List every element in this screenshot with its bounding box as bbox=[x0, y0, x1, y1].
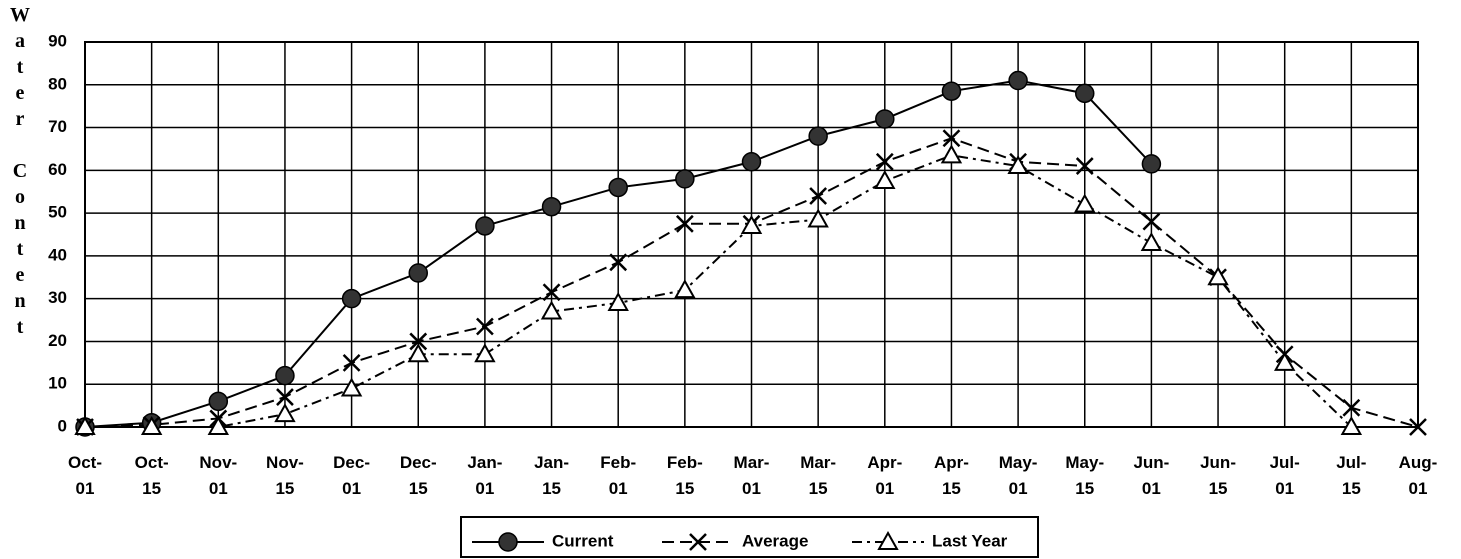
legend: Current Average Last Year bbox=[460, 516, 1039, 558]
marker bbox=[875, 109, 895, 129]
marker bbox=[1142, 212, 1161, 231]
marker bbox=[474, 343, 496, 363]
marker bbox=[1409, 418, 1427, 436]
marker bbox=[740, 214, 763, 234]
marker bbox=[208, 391, 229, 412]
x-tick-label: Dec-15 bbox=[399, 453, 437, 498]
x-tick-label: Dec-01 bbox=[333, 453, 371, 498]
marker bbox=[607, 291, 629, 311]
x-tick-label: Mar-01 bbox=[733, 453, 770, 498]
marker bbox=[140, 415, 163, 435]
y-axis-label: Water Content bbox=[9, 4, 31, 342]
y-tick-label: 60 bbox=[48, 160, 67, 179]
y-tick-label: 50 bbox=[48, 203, 67, 222]
marker bbox=[808, 126, 828, 146]
marker bbox=[276, 388, 294, 406]
marker bbox=[741, 152, 762, 172]
x-tick-label: Jan-15 bbox=[534, 453, 570, 498]
marker bbox=[674, 279, 696, 299]
y-tick-label: 70 bbox=[48, 117, 67, 136]
x-tick-label: May-01 bbox=[998, 453, 1038, 498]
x-tick-label: Jul-01 bbox=[1269, 453, 1300, 498]
y-tick-label: 0 bbox=[58, 416, 67, 435]
x-tick-label: Apr-01 bbox=[867, 453, 903, 498]
marker bbox=[274, 403, 296, 423]
marker bbox=[689, 533, 707, 551]
legend-label: Last Year bbox=[932, 531, 1008, 550]
marker bbox=[609, 253, 628, 272]
marker bbox=[340, 377, 363, 397]
y-tick-label: 20 bbox=[48, 331, 67, 350]
marker bbox=[874, 169, 896, 190]
marker bbox=[408, 263, 428, 283]
marker bbox=[1075, 157, 1094, 175]
marker bbox=[809, 187, 828, 205]
series-line bbox=[85, 154, 1353, 428]
legend-label: Current bbox=[552, 531, 614, 550]
marker bbox=[407, 343, 429, 363]
marker bbox=[1140, 232, 1163, 252]
x-tick-label: Oct-01 bbox=[68, 453, 102, 498]
y-tick-label: 90 bbox=[48, 31, 67, 50]
marker bbox=[475, 216, 495, 236]
marker bbox=[1074, 193, 1096, 213]
marker bbox=[940, 144, 963, 164]
x-tick-label: Feb-15 bbox=[666, 453, 703, 498]
x-tick-label: Nov-15 bbox=[266, 453, 304, 498]
x-tick-label: May-15 bbox=[1065, 453, 1105, 498]
legend-label: Average bbox=[742, 531, 808, 550]
x-tick-label: Jul-15 bbox=[1336, 453, 1367, 498]
marker bbox=[942, 129, 961, 148]
x-tick-label: Jun-15 bbox=[1200, 453, 1236, 498]
plot-frame bbox=[84, 41, 1419, 428]
marker bbox=[675, 169, 695, 189]
marker bbox=[542, 283, 561, 302]
marker bbox=[941, 81, 962, 101]
marker bbox=[540, 300, 563, 320]
x-tick-label: Jan-01 bbox=[467, 453, 503, 498]
marker bbox=[1342, 398, 1361, 417]
y-tick-label: 30 bbox=[48, 288, 67, 307]
marker bbox=[342, 353, 361, 372]
x-tick-label: Feb-01 bbox=[600, 453, 637, 498]
marker bbox=[675, 214, 694, 233]
x-tick-label: Jun-01 bbox=[1133, 453, 1170, 498]
legend-box bbox=[460, 516, 1039, 558]
y-tick-label: 10 bbox=[48, 374, 67, 393]
marker bbox=[1008, 70, 1028, 91]
marker bbox=[877, 530, 899, 550]
marker bbox=[207, 415, 230, 435]
marker bbox=[807, 208, 829, 228]
marker bbox=[341, 288, 362, 309]
marker bbox=[875, 152, 894, 171]
x-tick-label: Aug-01 bbox=[1398, 453, 1438, 498]
marker bbox=[608, 177, 628, 198]
x-tick-label: Nov-01 bbox=[199, 453, 238, 498]
marker bbox=[74, 415, 96, 435]
marker bbox=[275, 365, 295, 386]
marker bbox=[476, 317, 494, 336]
marker bbox=[1007, 155, 1029, 175]
marker bbox=[1340, 415, 1363, 435]
marker bbox=[1141, 154, 1162, 174]
marker bbox=[1075, 83, 1095, 104]
marker bbox=[1273, 351, 1296, 371]
marker bbox=[498, 532, 518, 552]
x-tick-label: Mar-15 bbox=[800, 453, 837, 498]
marker bbox=[1207, 266, 1229, 286]
marker bbox=[409, 332, 428, 351]
x-tick-label: Apr-15 bbox=[933, 453, 969, 498]
y-tick-label: 40 bbox=[48, 245, 67, 264]
x-tick-label: Oct-15 bbox=[134, 453, 169, 498]
marker bbox=[541, 196, 562, 217]
y-tick-label: 80 bbox=[48, 74, 67, 93]
